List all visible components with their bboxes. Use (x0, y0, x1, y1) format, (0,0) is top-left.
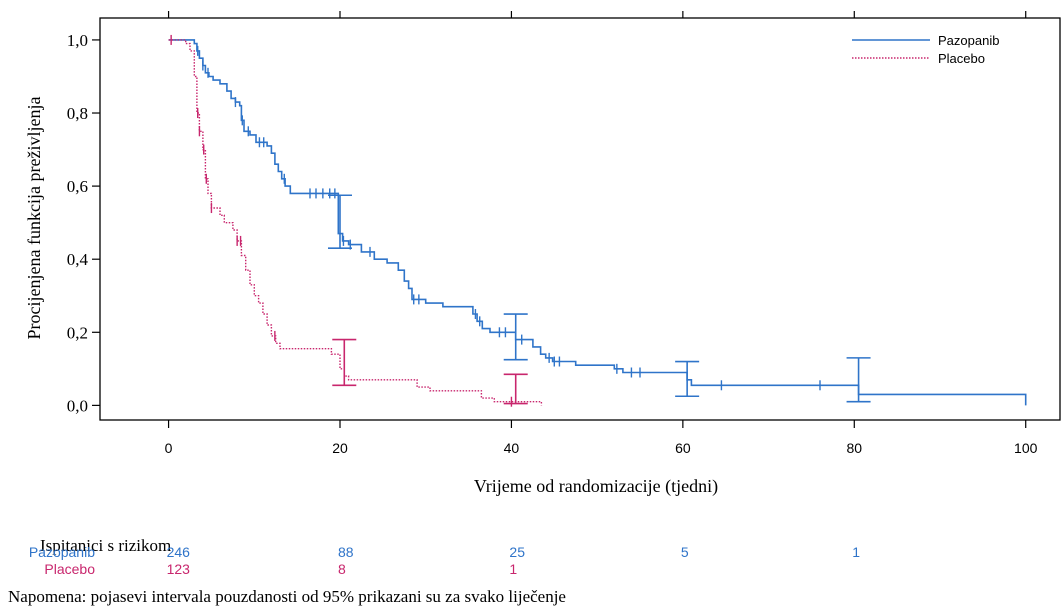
legend: Pazopanib Placebo (852, 33, 999, 66)
x-axis-label: Vrijeme od randomizacije (tjedni) (474, 476, 718, 497)
risk-row-label: Pazopanib (28, 544, 95, 560)
risk-count: 88 (338, 544, 354, 560)
y-tick-label: 0,0 (67, 396, 88, 415)
risk-count: 1 (852, 544, 861, 560)
y-axis-label: Procijenjena funkcija preživljenja (24, 97, 44, 340)
y-tick-label: 0,8 (67, 104, 88, 123)
x-tick-label: 20 (332, 440, 348, 456)
risk-count: 246 (166, 544, 190, 560)
risk-count: 25 (509, 544, 525, 560)
legend-label-placebo: Placebo (938, 51, 985, 66)
risk-table-title: Ispitanici s rizikom (40, 536, 172, 555)
footnote: Napomena: pojasevi intervala pouzdanosti… (8, 587, 566, 606)
series-pazopanib (168, 39, 1027, 406)
legend-label-pazopanib: Pazopanib (938, 33, 999, 48)
x-tick-label: 0 (165, 440, 173, 456)
plot-border (99, 17, 1061, 421)
x-tick-label: 100 (1014, 440, 1038, 456)
axis-ticks: 0 20 40 60 80 100 0,0 0,2 0,4 0,6 0,8 1,0 (67, 11, 1038, 456)
x-tick-label: 80 (846, 440, 862, 456)
risk-count: 8 (338, 561, 346, 577)
x-tick-label: 40 (504, 440, 520, 456)
y-tick-label: 0,2 (67, 323, 88, 342)
risk-count: 1 (509, 561, 518, 577)
x-tick-label: 60 (675, 440, 691, 456)
y-tick-label: 0,6 (67, 177, 88, 196)
risk-count: 5 (680, 544, 689, 560)
survival-line-pazopanib (168, 39, 1027, 406)
risk-row-label: Placebo (44, 561, 95, 577)
survival-line-placebo (168, 39, 543, 406)
y-tick-label: 1,0 (67, 31, 88, 50)
risk-count: 123 (166, 561, 190, 577)
y-tick-label: 0,4 (67, 250, 89, 269)
series-layer (168, 34, 1027, 407)
series-placebo (168, 34, 543, 407)
plot-frame (99, 17, 1061, 421)
